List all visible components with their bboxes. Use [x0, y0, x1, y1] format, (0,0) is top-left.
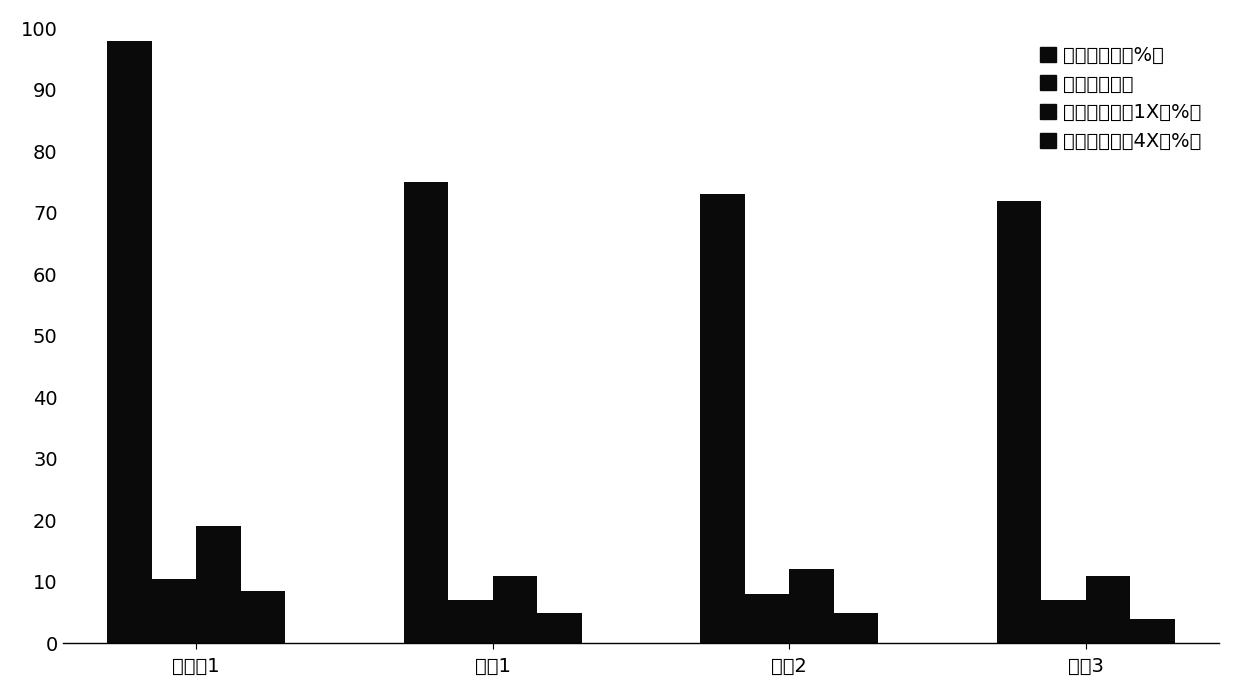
Bar: [151, 579, 196, 643]
Bar: [196, 526, 241, 643]
Bar: [492, 576, 537, 643]
Bar: [403, 182, 448, 643]
Bar: [701, 194, 745, 643]
Bar: [1042, 600, 1086, 643]
Legend: 平均比对率（%）, 平均测序深度, 平均个体覆盖1X（%）, 平均个体覆盖4X（%）: 平均比对率（%）, 平均测序深度, 平均个体覆盖1X（%）, 平均个体覆盖4X（…: [1032, 38, 1209, 159]
Bar: [833, 613, 878, 643]
Bar: [107, 40, 151, 643]
Bar: [537, 613, 582, 643]
Bar: [745, 594, 789, 643]
Bar: [789, 569, 833, 643]
Bar: [997, 201, 1042, 643]
Bar: [1130, 619, 1174, 643]
Bar: [241, 591, 285, 643]
Bar: [448, 600, 492, 643]
Bar: [1086, 576, 1130, 643]
